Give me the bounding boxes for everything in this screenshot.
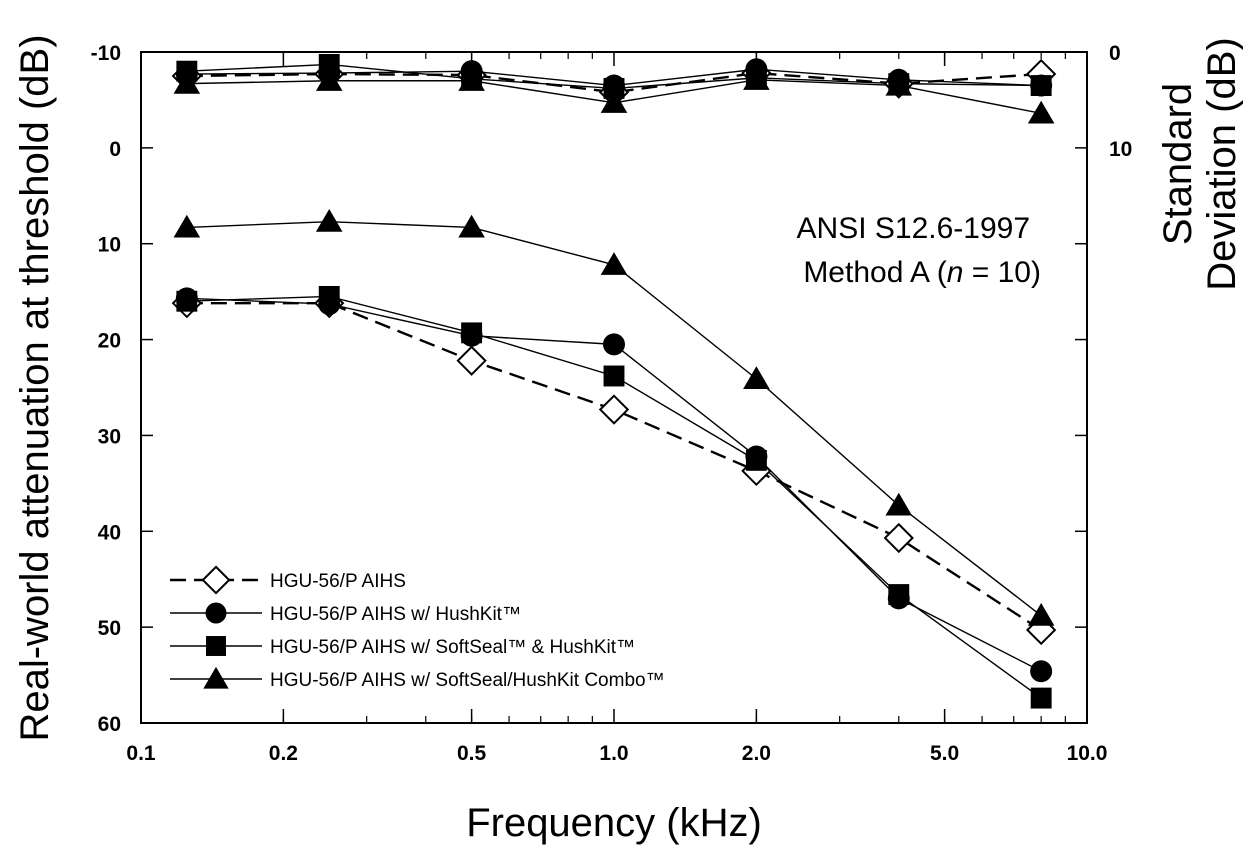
series-markers bbox=[171, 54, 1057, 709]
x-tick-label: 0.5 bbox=[457, 742, 487, 765]
data-point-attenuation bbox=[745, 449, 767, 471]
y-axis-title: Real-world attenuation at threshold (dB) bbox=[13, 34, 57, 741]
x-tick-label: 0.1 bbox=[126, 742, 156, 765]
y-tick-label: 0 bbox=[109, 138, 121, 161]
data-point-attenuation bbox=[603, 365, 625, 387]
data-point-stddev bbox=[743, 67, 770, 90]
data-point-attenuation bbox=[458, 214, 485, 238]
annotation-method: Method A (n = 10) bbox=[803, 256, 1041, 289]
annotation-method-suffix: = 10) bbox=[963, 256, 1041, 289]
y2-axis-title-line2: Deviation (dB) bbox=[1200, 37, 1243, 290]
y-tick-label: 50 bbox=[98, 617, 121, 640]
legend-marker bbox=[206, 636, 226, 656]
data-point-stddev bbox=[173, 70, 201, 94]
data-point-attenuation bbox=[600, 252, 628, 275]
x-tick-label: 5.0 bbox=[930, 742, 959, 765]
data-point-attenuation bbox=[1030, 687, 1052, 709]
legend-label: HGU-56/P AIHS w/ SoftSeal/HushKit Combo™ bbox=[270, 670, 665, 691]
data-point-attenuation bbox=[461, 322, 483, 344]
y2-axis-title-line1: Standard bbox=[1156, 83, 1200, 245]
x-axis-title: Frequency (kHz) bbox=[466, 801, 762, 845]
data-point-attenuation bbox=[888, 584, 910, 606]
data-point-stddev bbox=[603, 77, 625, 99]
x-tick-label: 1.0 bbox=[599, 742, 628, 765]
data-point-attenuation bbox=[603, 333, 625, 356]
annotation-n: n bbox=[947, 256, 964, 289]
data-point-stddev bbox=[458, 68, 485, 91]
data-point-stddev bbox=[318, 54, 340, 75]
y-tick-label: 40 bbox=[98, 521, 121, 544]
legend-marker bbox=[201, 565, 231, 595]
legend-label: HGU-56/P AIHS w/ HushKit™ bbox=[270, 604, 521, 625]
y2-tick-label: 10 bbox=[1109, 138, 1132, 161]
legend: HGU-56/P AIHS HGU-56/P AIHS w/ HushKit™ HG… bbox=[170, 565, 665, 691]
legend-label: HGU-56/P AIHS bbox=[270, 571, 406, 592]
data-point-attenuation bbox=[883, 522, 914, 554]
x-tick-label: 2.0 bbox=[742, 742, 771, 765]
y2-tick-label: 0 bbox=[1109, 42, 1121, 65]
annotation-method-prefix: Method A ( bbox=[803, 256, 946, 289]
y-tick-label: 60 bbox=[98, 713, 121, 736]
legend-marker bbox=[203, 666, 229, 689]
data-point-attenuation bbox=[176, 290, 198, 312]
data-point-attenuation bbox=[173, 214, 201, 238]
legend-label: HGU-56/P AIHS w/ SoftSeal™ & HushKit™ bbox=[270, 637, 635, 658]
data-point-stddev bbox=[885, 72, 913, 96]
y-tick-label: 10 bbox=[98, 234, 121, 257]
y-tick-label: 30 bbox=[98, 425, 121, 448]
y-tick-label: -10 bbox=[91, 42, 121, 65]
data-point-stddev bbox=[1030, 75, 1052, 96]
y-tick-label: 20 bbox=[98, 330, 121, 353]
data-point-attenuation bbox=[456, 345, 487, 376]
data-point-attenuation bbox=[1027, 602, 1055, 626]
data-point-attenuation bbox=[315, 209, 343, 232]
data-point-attenuation bbox=[743, 366, 770, 389]
data-point-stddev bbox=[1027, 100, 1055, 124]
x-tick-label: 10.0 bbox=[1067, 742, 1108, 765]
data-point-attenuation bbox=[318, 285, 340, 307]
legend-marker bbox=[205, 602, 227, 624]
data-point-attenuation bbox=[598, 394, 630, 425]
annotation-standard: ANSI S12.6-1997 bbox=[797, 212, 1030, 245]
data-point-attenuation bbox=[885, 492, 913, 516]
data-point-attenuation bbox=[1030, 660, 1053, 683]
data-point-stddev bbox=[315, 68, 343, 91]
data-point-stddev bbox=[600, 90, 628, 113]
axis-ticks: 0.1 0.2 0.5 1.0 2.0 5.0 10.0 -10 0 10 20 30 40 50 60 0 1… bbox=[91, 42, 1133, 765]
x-tick-label: 0.2 bbox=[269, 742, 298, 765]
